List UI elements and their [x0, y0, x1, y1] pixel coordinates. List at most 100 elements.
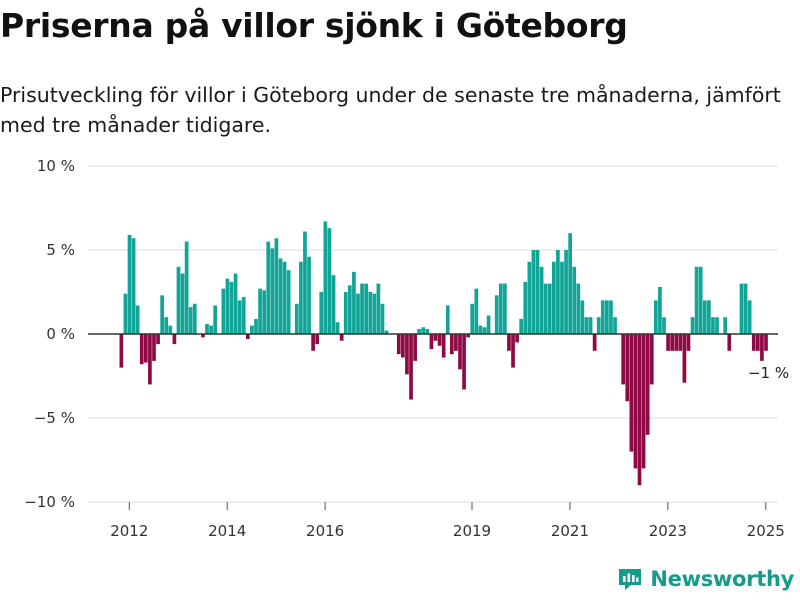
- bar: [466, 334, 470, 338]
- bar: [148, 334, 152, 385]
- bar: [535, 250, 540, 334]
- bar: [462, 334, 466, 390]
- y-tick-label: 0 %: [46, 325, 75, 343]
- bar: [641, 334, 646, 469]
- bar: [192, 303, 197, 334]
- bar: [245, 334, 250, 340]
- bar: [629, 334, 634, 452]
- bar: [637, 334, 642, 486]
- bar: [266, 241, 271, 334]
- bar: [531, 250, 536, 334]
- bar: [707, 300, 711, 334]
- bar: [621, 334, 626, 385]
- bar: [609, 300, 613, 334]
- bar: [445, 305, 450, 334]
- bar: [519, 318, 524, 334]
- bar: [560, 261, 564, 334]
- bar: [339, 334, 344, 341]
- bar: [454, 334, 458, 351]
- last-value-label: −1 %: [748, 364, 789, 382]
- bar: [262, 290, 266, 334]
- bar: [503, 283, 507, 334]
- bar: [286, 270, 291, 334]
- bar: [131, 238, 136, 334]
- bar: [139, 334, 144, 365]
- bar: [233, 273, 238, 334]
- bar: [323, 221, 328, 334]
- bar: [123, 293, 128, 334]
- y-tick-label: −5 %: [34, 409, 75, 427]
- bar: [592, 334, 597, 351]
- bar: [319, 292, 324, 334]
- bar: [723, 317, 728, 334]
- bar: [376, 283, 381, 334]
- bar: [294, 303, 299, 334]
- bar: [327, 228, 332, 334]
- bar: [274, 238, 279, 334]
- x-tick-label: 2019: [453, 522, 491, 540]
- bar: [364, 283, 368, 334]
- bar: [156, 334, 160, 345]
- bar: [547, 283, 552, 334]
- bar: [347, 285, 352, 334]
- bar: [205, 323, 209, 334]
- y-tick-label: −10 %: [24, 493, 75, 511]
- bar: [429, 334, 434, 350]
- bar: [278, 258, 283, 334]
- bar: [649, 334, 654, 385]
- bar: [576, 283, 581, 334]
- bar: [225, 278, 230, 334]
- bar: [458, 334, 462, 370]
- bar: [596, 317, 601, 334]
- bar: [498, 283, 503, 334]
- bar: [311, 334, 315, 351]
- bar: [568, 233, 572, 334]
- bar: [164, 317, 169, 334]
- bar: [250, 325, 254, 334]
- bar: [515, 334, 519, 343]
- bar: [605, 300, 609, 334]
- bar: [127, 234, 132, 334]
- bar: [331, 275, 336, 334]
- bar: [172, 334, 177, 345]
- bar: [764, 334, 768, 351]
- bar: [417, 328, 422, 334]
- bar: [241, 297, 246, 334]
- bar: [511, 334, 515, 368]
- bar: [580, 300, 585, 334]
- bar: [702, 300, 707, 334]
- y-tick-label: 5 %: [46, 241, 75, 259]
- bar: [551, 261, 556, 334]
- bar: [180, 273, 185, 334]
- x-tick-label: 2016: [306, 522, 344, 540]
- bar: [401, 334, 405, 358]
- bar: [409, 334, 413, 400]
- brand-logo[interactable]: Newsworthy: [617, 566, 794, 592]
- bar: [254, 318, 258, 334]
- newsworthy-logo-icon: [619, 569, 642, 590]
- bar: [613, 317, 617, 334]
- bar: [751, 334, 756, 351]
- bar: [543, 283, 548, 334]
- bar: [755, 334, 760, 351]
- bar: [633, 334, 638, 469]
- bar: [356, 293, 360, 334]
- x-tick-label: 2012: [110, 522, 148, 540]
- bar: [441, 334, 446, 358]
- bar: [478, 325, 483, 334]
- chart-subtitle: Prisutveckling för villor i Göteborg und…: [0, 83, 781, 137]
- x-tick-label: 2021: [551, 522, 589, 540]
- bar: [282, 261, 287, 334]
- bar: [396, 334, 401, 355]
- bar: [119, 334, 124, 368]
- bar: [213, 305, 218, 334]
- bar: [470, 303, 475, 334]
- bar: [188, 307, 193, 334]
- bar: [666, 334, 670, 351]
- bar: [135, 305, 140, 334]
- bar: [168, 325, 173, 334]
- y-tick-label: 10 %: [37, 157, 75, 175]
- bar: [694, 266, 699, 334]
- bar: [572, 266, 577, 334]
